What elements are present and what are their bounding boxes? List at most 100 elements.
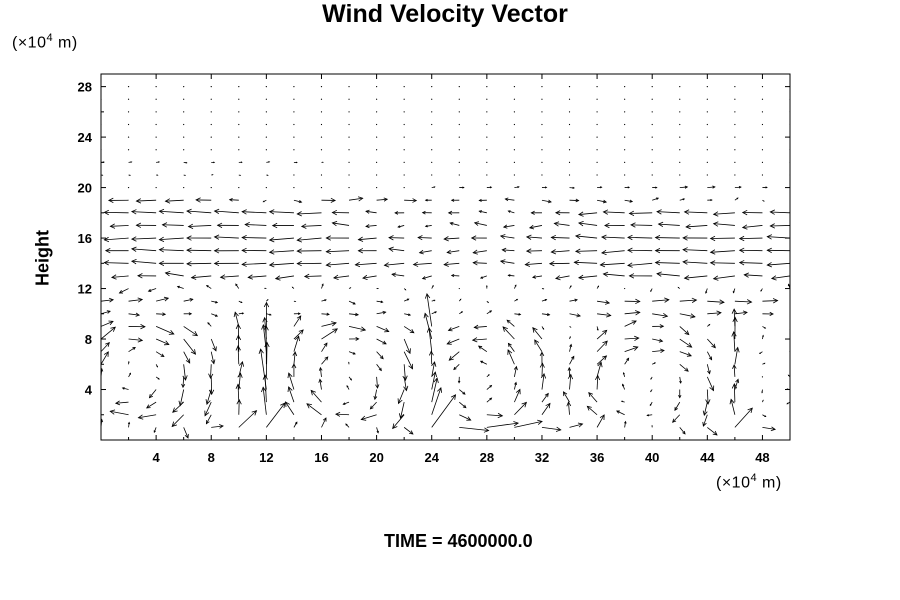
- vector-arrow: [534, 339, 543, 352]
- vector-arrowhead: [331, 209, 338, 216]
- vector-arrowhead: [428, 350, 434, 356]
- vector-arrowhead: [472, 260, 478, 266]
- vector-arrowhead: [646, 414, 649, 417]
- vector-dot: [238, 149, 240, 151]
- vector-dot: [431, 174, 433, 176]
- vector-dot: [101, 149, 102, 151]
- vector-arrow: [742, 225, 763, 228]
- vector-arrowhead: [158, 161, 161, 163]
- vector-arrowhead: [504, 197, 509, 202]
- vector-arrow: [541, 426, 561, 431]
- vector-arrowhead: [130, 236, 137, 242]
- vector-arrow: [101, 326, 116, 340]
- vector-arrowhead: [705, 399, 711, 405]
- vector-arrowhead: [433, 377, 439, 384]
- vector-arrowhead: [350, 378, 353, 381]
- vector-arrow: [426, 293, 433, 327]
- vector-dot: [734, 98, 736, 100]
- vector-arrow: [486, 385, 492, 390]
- vector-dot: [431, 98, 433, 100]
- vector-arrowhead: [791, 339, 792, 340]
- vector-arrowhead: [292, 351, 298, 357]
- vector-arrowhead: [530, 210, 535, 215]
- vector-arrow: [624, 320, 637, 327]
- vector-arrow: [384, 262, 405, 266]
- vector-arrowhead: [649, 404, 652, 407]
- vector-arrowhead: [672, 418, 677, 423]
- vector-arrowhead: [296, 248, 302, 254]
- vector-arrowhead: [164, 198, 171, 204]
- vector-arrow: [376, 326, 389, 332]
- vector-dot: [348, 174, 350, 176]
- vector-arrowhead: [473, 221, 480, 226]
- vector-arrowhead: [597, 361, 603, 368]
- vector-arrowhead: [786, 388, 789, 391]
- vector-dot: [348, 98, 350, 100]
- vector-arrowhead: [702, 410, 708, 417]
- vector-arrow: [403, 338, 411, 354]
- vector-arrow: [624, 337, 639, 340]
- vector-arrowhead: [489, 384, 493, 388]
- vector-arrowhead: [546, 312, 551, 317]
- vector-arrowhead: [731, 331, 737, 337]
- time-label: TIME = 4600000.0: [384, 531, 533, 551]
- vector-arrowhead: [186, 247, 192, 253]
- vector-dot: [568, 149, 571, 151]
- vector-dot: [761, 376, 764, 378]
- vector-arrow: [532, 327, 543, 340]
- vector-arrow: [532, 275, 543, 278]
- vector-arrowhead: [517, 185, 520, 189]
- x-axis-unit: (×104 m): [716, 472, 782, 492]
- vector-arrow: [655, 262, 680, 264]
- vector-arrow: [459, 414, 471, 421]
- vector-arrow: [596, 330, 607, 340]
- vector-arrow: [444, 262, 460, 266]
- vector-arrow: [321, 328, 338, 340]
- vector-arrowhead: [268, 161, 271, 163]
- vector-arrowhead: [382, 340, 387, 345]
- vector-arrowhead: [682, 198, 686, 201]
- vector-arrow: [211, 313, 218, 317]
- vector-arrow: [182, 376, 185, 388]
- vector-arrowhead: [98, 382, 101, 385]
- vector-arrow: [376, 376, 378, 389]
- vector-arrowhead: [478, 198, 482, 202]
- vector-arrow: [431, 378, 438, 403]
- vector-arrowhead: [103, 236, 110, 243]
- vector-arrow: [186, 210, 212, 214]
- x-tick-label: 36: [590, 450, 604, 465]
- vector-arrowhead: [729, 398, 735, 405]
- vector-arrowhead: [132, 346, 136, 350]
- vector-dot: [101, 98, 102, 100]
- vector-arrow: [388, 248, 405, 252]
- vector-arrowhead: [742, 310, 748, 316]
- vector-arrowhead: [786, 402, 789, 405]
- vector-arrow: [789, 300, 790, 302]
- vector-arrowhead: [321, 283, 324, 286]
- vector-arrowhead: [563, 391, 568, 397]
- vector-arrowhead: [674, 406, 678, 411]
- vector-arrow: [555, 275, 570, 279]
- vector-arrow: [514, 389, 521, 403]
- vector-arrowhead: [280, 402, 286, 409]
- vector-arrow: [206, 414, 212, 424]
- vector-arrowhead: [244, 222, 250, 228]
- vector-dot: [293, 123, 295, 126]
- vector-dot: [348, 123, 350, 126]
- vector-arrowhead: [433, 299, 436, 302]
- vector-arrowhead: [352, 352, 356, 355]
- vector-arrowhead: [105, 342, 110, 347]
- vector-arrow: [526, 236, 542, 239]
- vector-arrowhead: [787, 283, 790, 286]
- vector-arrowhead: [716, 310, 722, 316]
- vector-arrowhead: [184, 433, 189, 439]
- vector-arrow: [734, 300, 752, 303]
- vector-arrow: [374, 389, 377, 400]
- vector-arrow: [447, 250, 460, 253]
- vector-dot: [155, 98, 157, 100]
- x-tick-label: 32: [535, 450, 549, 465]
- vector-arrowhead: [685, 224, 691, 230]
- vector-arrowhead: [662, 312, 669, 319]
- vector-arrow: [358, 237, 377, 241]
- vector-arrowhead: [741, 224, 748, 230]
